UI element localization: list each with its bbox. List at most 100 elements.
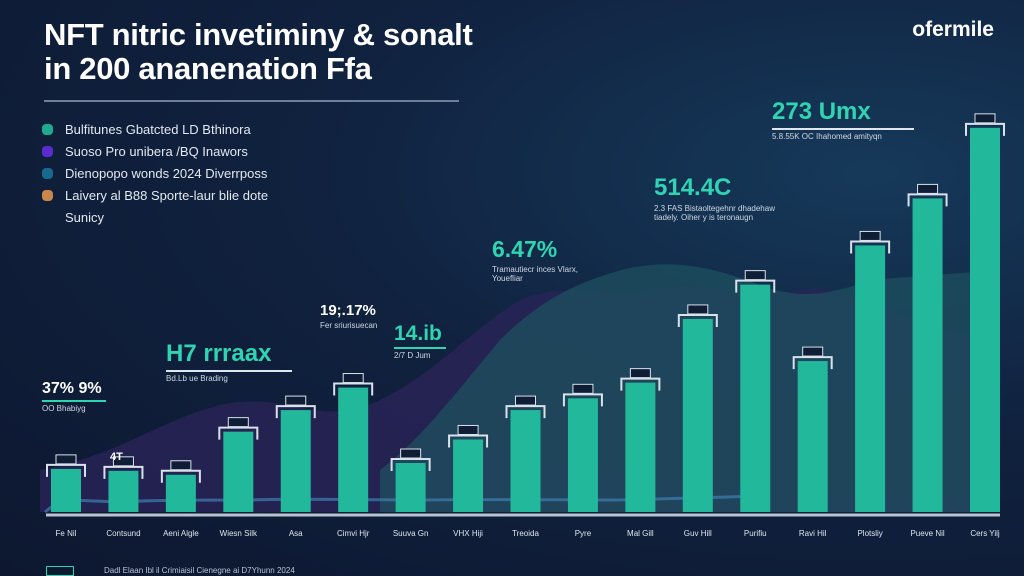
legend-label: Suoso Pro unibera /BQ Inawors (65, 144, 248, 159)
bar-cap-bracket (735, 279, 776, 293)
bar-group (505, 395, 546, 512)
bar-cap-bracket (792, 356, 833, 370)
annotation-value: 514.4C (654, 174, 732, 201)
bar-cap-bracket (46, 463, 86, 477)
annotation-value: 19;.17% (320, 302, 376, 319)
bar-cap-bracket (677, 313, 718, 327)
annotation: 273 Umx 5.8.55K OC Ihahomed amityqn (772, 98, 914, 141)
annotation-note: OO Bhabiyg (42, 404, 86, 413)
bar (395, 463, 426, 512)
legend-item: Laivery al B88 Sporte-laur blie dote (40, 188, 268, 210)
bar-cap-bracket (448, 434, 489, 448)
bar-group (850, 230, 891, 512)
bar-group (103, 456, 144, 512)
bar-tag (342, 373, 364, 384)
brand-logo: ofermile (912, 18, 994, 41)
bar-cap-bracket (103, 465, 144, 479)
footer-badge (46, 566, 74, 576)
annotation-value: H7 rrraax (166, 340, 272, 367)
bar-tag (515, 395, 536, 406)
annotation: 6.47% Tramautiecr inces Vlarx, Youefliar (492, 236, 578, 283)
bar-cap-bracket (965, 122, 1005, 136)
footer: Dadl Elaan Ibl il Crimiaisil Cienegne ai… (46, 566, 295, 576)
bar-group (333, 373, 374, 512)
title-line-2: in 200 ananenation Ffa (44, 51, 372, 86)
x-tick-label: VHX Hiji (453, 529, 483, 538)
bar (912, 198, 943, 512)
bar-tag (457, 424, 479, 435)
bar-tag (802, 346, 824, 357)
bar (510, 410, 541, 512)
bar-group (46, 454, 86, 512)
bar-group (965, 113, 1005, 512)
x-tick-label: Aeni Algle (163, 529, 199, 538)
bar-group (620, 368, 661, 512)
legend-label: Sunicy (65, 210, 105, 225)
annotation: 14.ib 2/7 D Jum (394, 322, 446, 360)
bar-tag (572, 383, 594, 394)
bar-cap-bracket (160, 469, 201, 483)
bar (625, 382, 656, 512)
annotation-note: 2/7 D Jum (394, 351, 431, 360)
annotation-note: Tramautiecr inces Vlarx, Youefliar (492, 265, 578, 283)
x-tick-label: Treoida (512, 529, 539, 538)
legend-label: Laivery al B88 Sporte-laur blie dote (65, 188, 269, 203)
bar-group (160, 460, 201, 512)
bar-tag (974, 113, 996, 124)
bar (338, 387, 369, 512)
bar-cap-bracket (907, 193, 948, 207)
legend: Bulfitunes Gbatcted LD Bthinora Suoso Pr… (40, 122, 268, 232)
annotation-value: 37% 9% (42, 380, 102, 397)
x-tick-label: Mal Gill (627, 529, 654, 538)
bar (51, 468, 81, 512)
bar-group (390, 448, 431, 512)
legend-label: Dienopopo wonds 2024 Diverrposs (65, 166, 268, 181)
bar (567, 398, 598, 512)
annotation: 19;.17% Fer sriurisuecan (320, 302, 377, 330)
legend-item: Bulfitunes Gbatcted LD Bthinora (40, 122, 268, 144)
legend-label: Bulfitunes Gbatcted LD Bthinora (65, 122, 251, 137)
bar-tag (687, 304, 709, 315)
bar-group (677, 304, 718, 512)
bar-tag (227, 417, 249, 428)
bar-tag (55, 454, 77, 465)
bar-cap-bracket (390, 458, 431, 471)
bar-cap-bracket (218, 426, 259, 440)
x-tick-label: Fe Nil (56, 529, 77, 538)
legend-swatch (42, 168, 53, 179)
x-tick-label: Asa (289, 529, 303, 538)
bar-cap-bracket (562, 393, 603, 407)
bar-group (907, 183, 948, 512)
annotation: H7 rrraax Bd.Lb ue Brading (166, 340, 292, 383)
annotation-note: 2.3 FAS Bistaoltegehnr dhadehaw tiadely.… (654, 204, 775, 222)
bar-tag (744, 270, 766, 281)
legend-swatch (42, 190, 53, 201)
annotation-note: Bd.Lb ue Brading (166, 374, 228, 383)
bar (223, 431, 254, 512)
legend-item: Dienopopo wonds 2024 Diverrposs (40, 166, 268, 188)
x-tick-label: Pueve Nil (910, 529, 944, 538)
bar (682, 318, 713, 512)
annotation-note: 5.8.55K OC Ihahomed amityqn (772, 132, 882, 141)
bar (108, 470, 139, 512)
bar-tag (112, 456, 134, 467)
bar-cap-bracket (505, 405, 546, 419)
bar (797, 361, 828, 512)
legend-swatch (42, 124, 53, 135)
bar-cap-bracket (850, 240, 891, 254)
x-tick-label: Suuva Gn (393, 529, 429, 538)
bar-tag (285, 395, 307, 406)
bar-group (275, 395, 316, 512)
legend-item: Suoso Pro unibera /BQ Inawors (40, 144, 268, 166)
x-tick-label: Plotsliy (857, 529, 882, 538)
x-tick-label: Cers Yilj (970, 529, 1000, 538)
legend-swatch (42, 146, 53, 157)
bar-tag (170, 460, 192, 471)
bar (740, 284, 771, 512)
bar (970, 127, 1000, 512)
chart-title: NFT nitric invetiminy & sonalt in 200 an… (44, 18, 473, 86)
bar-group (792, 346, 833, 512)
bar-group (562, 383, 603, 512)
bar (165, 474, 196, 512)
